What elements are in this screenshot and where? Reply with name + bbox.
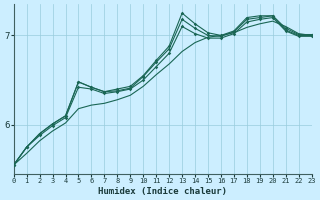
X-axis label: Humidex (Indice chaleur): Humidex (Indice chaleur) [98,187,227,196]
